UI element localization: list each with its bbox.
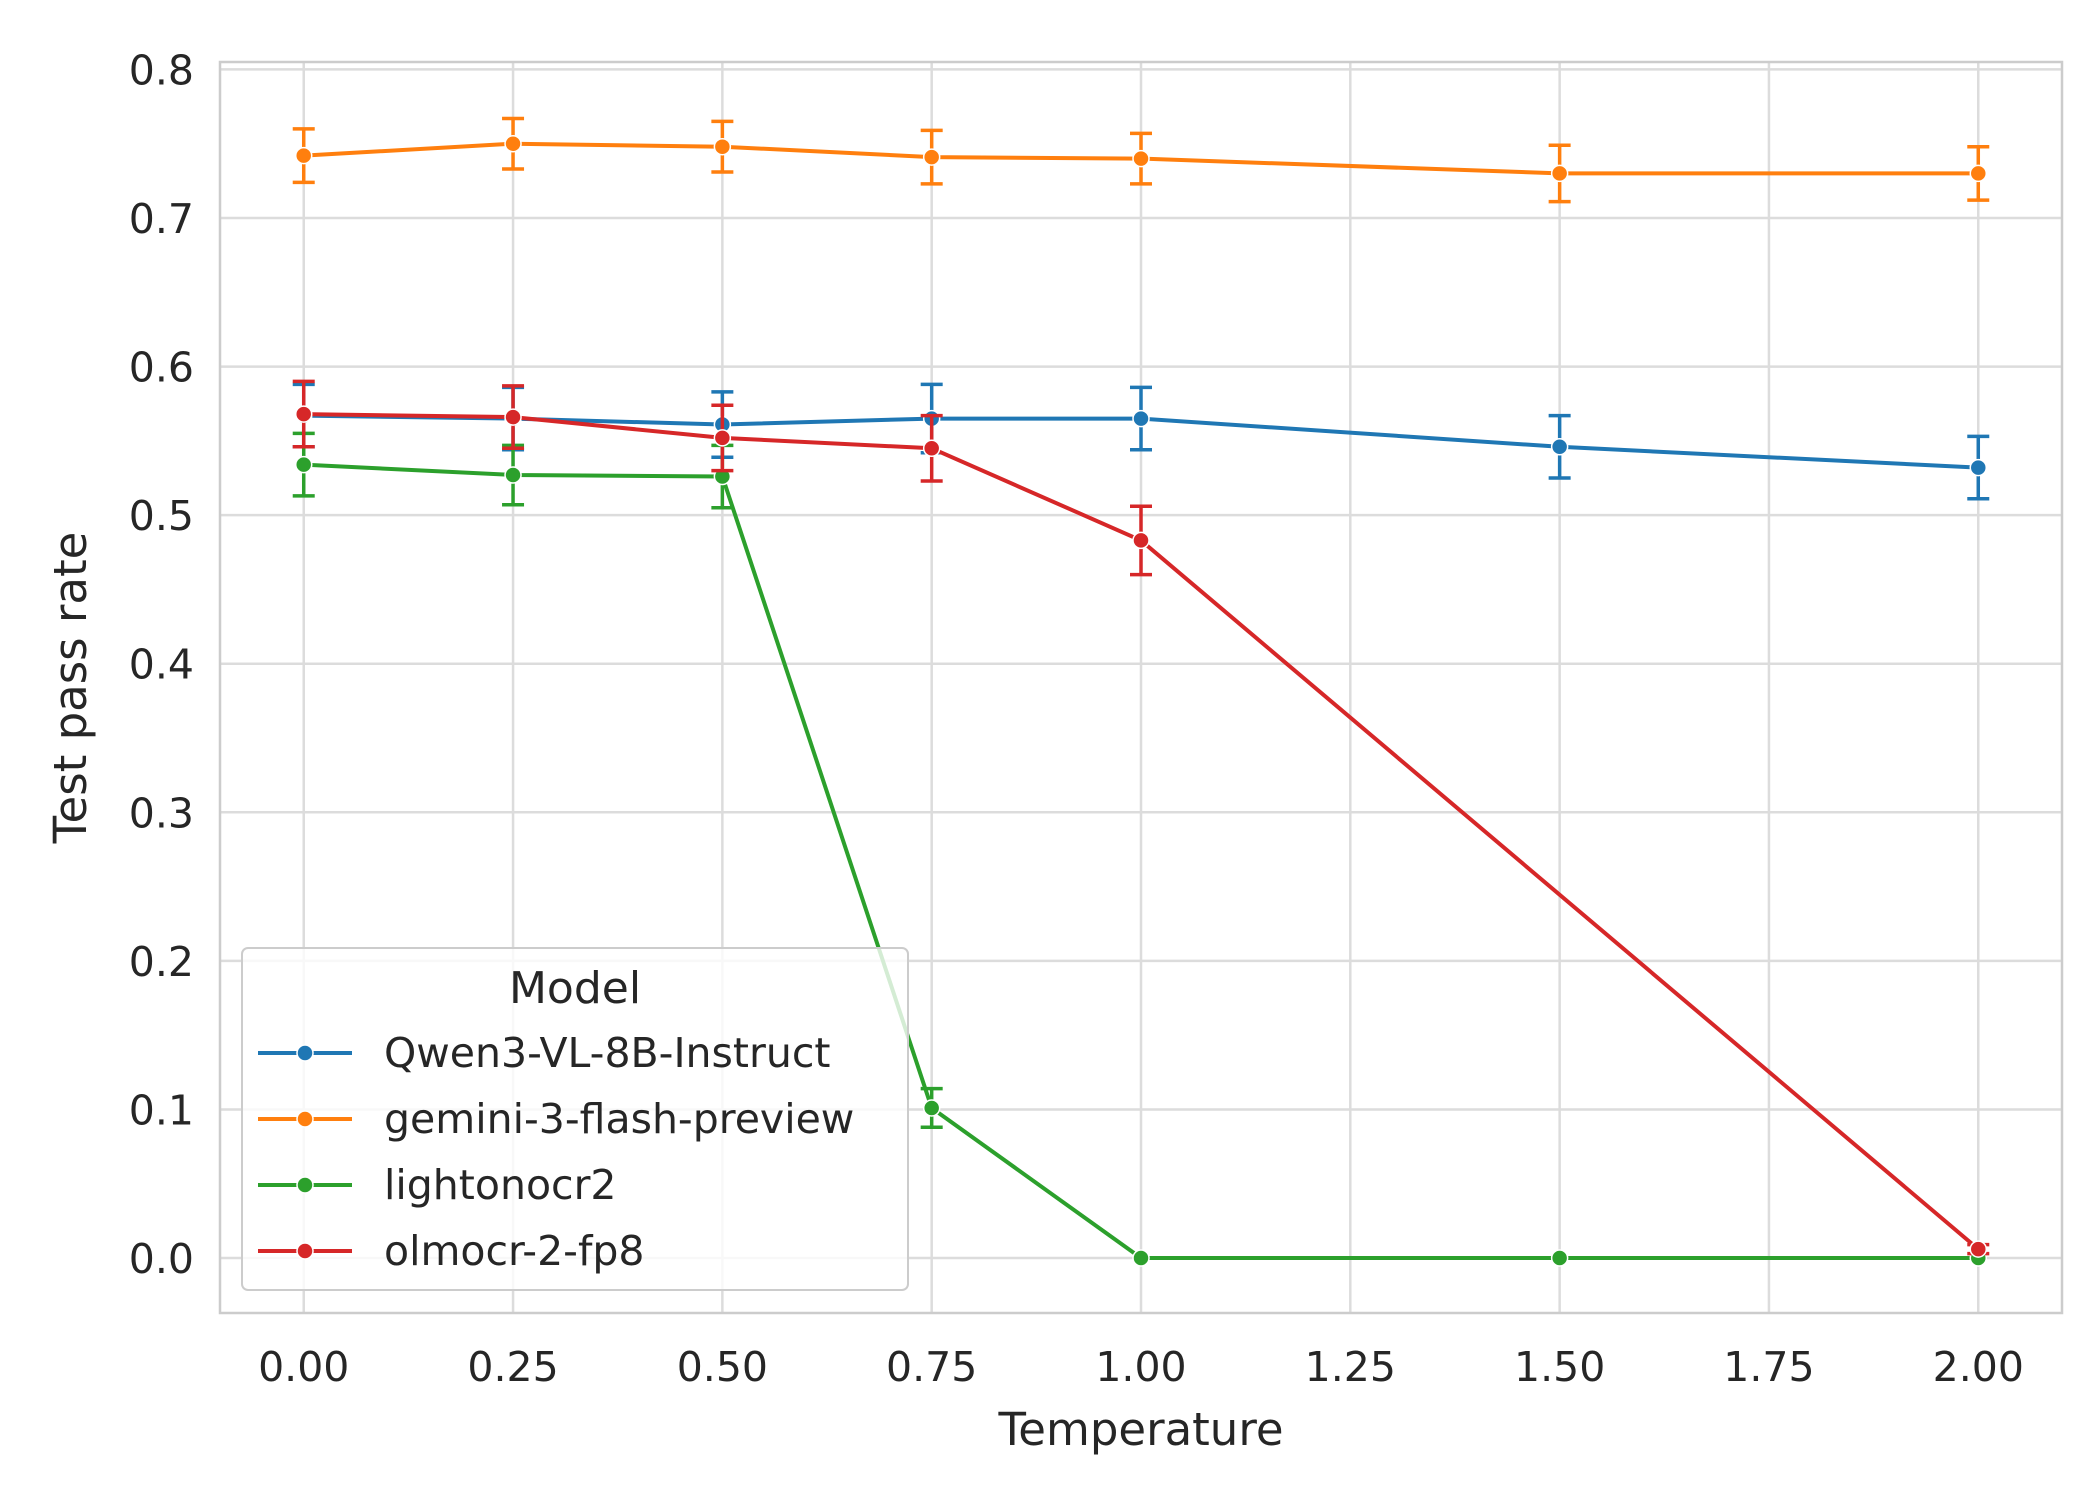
y-tick-label: 0.0: [129, 1235, 194, 1283]
legend-marker: [296, 1242, 314, 1260]
data-point: [1969, 1240, 1988, 1258]
x-tick-label: 1.75: [1723, 1343, 1814, 1391]
plot-frame: [218, 60, 2064, 1315]
y-tick-label: 0.7: [129, 195, 194, 243]
data-point: [922, 1099, 941, 1117]
x-tick-label: 0.50: [677, 1343, 768, 1391]
x-tick-label: 0.75: [886, 1343, 977, 1391]
legend: Model Qwen3-VL-8B-Instruct gemini-3-flash…: [241, 947, 909, 1291]
legend-marker: [296, 1044, 314, 1062]
data-point: [504, 408, 522, 426]
x-tick-label: 0.25: [467, 1343, 558, 1391]
y-tick-label: 0.8: [129, 46, 194, 94]
data-point: [294, 146, 313, 165]
y-tick-label: 0.2: [129, 938, 194, 986]
legend-label: olmocr-2-fp8: [384, 1227, 645, 1275]
data-point: [294, 455, 313, 474]
y-tick-label: 0.5: [129, 492, 194, 540]
legend-label: lightonocr2: [384, 1161, 617, 1209]
legend-item-gemini-3-flash-preview: gemini-3-flash-preview: [258, 1095, 854, 1143]
data-point: [1969, 458, 1988, 477]
data-point: [1550, 438, 1569, 456]
data-point: [922, 148, 941, 166]
x-axis-label: Temperature: [997, 1403, 1283, 1456]
legend-item-Qwen3-VL-8B-Instruct: Qwen3-VL-8B-Instruct: [258, 1029, 830, 1077]
y-tick-label: 0.3: [129, 789, 194, 837]
y-axis-label: Test pass rate: [44, 532, 97, 845]
data-point: [1132, 149, 1150, 168]
data-point: [1969, 164, 1988, 183]
x-tick-label: 1.50: [1514, 1343, 1605, 1391]
data-point: [1550, 164, 1569, 183]
data-point: [713, 429, 732, 447]
legend-items: Qwen3-VL-8B-Instruct gemini-3-flash-previ…: [258, 1029, 854, 1275]
axis-ticks: 0.00 0.25 0.50 0.75 1.00 1.25 1.50 1.75 2.00 0.0 0…: [129, 46, 2024, 1391]
y-tick-label: 0.4: [129, 641, 194, 689]
data-point: [1132, 1249, 1150, 1267]
legend-label: gemini-3-flash-preview: [384, 1095, 854, 1143]
x-tick-label: 1.25: [1305, 1343, 1396, 1391]
x-tick-label: 1.00: [1095, 1343, 1186, 1391]
legend-item-olmocr-2-fp8: olmocr-2-fp8: [258, 1227, 645, 1275]
series-gemini-3-flash-preview: [292, 116, 1990, 204]
data-point: [1132, 409, 1150, 428]
legend-item-lightonocr2: lightonocr2: [258, 1161, 617, 1209]
data-point: [504, 466, 522, 484]
series-layer: [292, 116, 1990, 1267]
data-point: [1550, 1249, 1569, 1267]
data-point: [504, 134, 522, 153]
data-point: [713, 137, 732, 156]
y-tick-label: 0.1: [129, 1086, 194, 1134]
data-point: [922, 439, 941, 458]
y-tick-label: 0.6: [129, 344, 194, 392]
legend-marker: [296, 1110, 314, 1128]
legend-label: Qwen3-VL-8B-Instruct: [384, 1029, 830, 1077]
legend-marker: [296, 1176, 314, 1194]
data-point: [294, 405, 313, 423]
series-line: [303, 412, 1980, 1251]
legend-box: [241, 947, 909, 1291]
series-olmocr-2-fp8: [292, 379, 1990, 1258]
x-tick-label: 0.00: [258, 1343, 349, 1391]
x-tick-label: 2.00: [1933, 1343, 2024, 1391]
data-point: [1132, 531, 1150, 550]
legend-title: Model: [509, 963, 641, 1014]
